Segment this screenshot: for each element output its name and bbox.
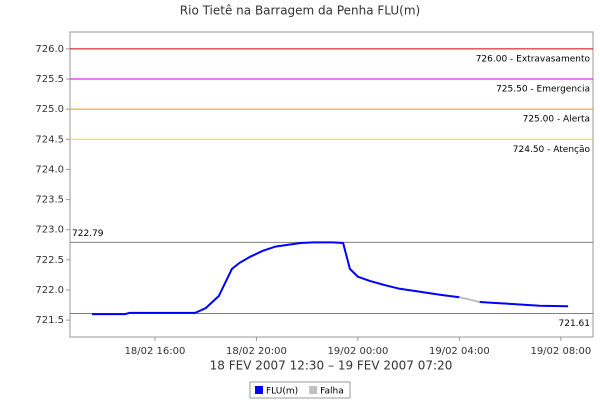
legend-label: Falha <box>320 387 344 397</box>
threshold-label: 725.50 - Emergencia <box>496 85 590 95</box>
threshold-label: 724.50 - Atenção <box>513 145 591 155</box>
x-tick-label: 19/02 04:00 <box>429 346 490 357</box>
data-line <box>92 241 460 316</box>
y-tick-label: 721.5 <box>35 315 64 326</box>
x-tick-label: 19/02 08:00 <box>530 346 591 357</box>
legend-swatch <box>309 386 318 394</box>
y-tick-label: 725.0 <box>35 104 64 115</box>
y-tick-label: 723.5 <box>35 195 64 206</box>
legend-label: FLU(m) <box>266 387 298 397</box>
plot-area <box>69 31 594 338</box>
data-line <box>459 296 480 303</box>
y-tick-label: 725.5 <box>35 74 64 85</box>
legend-box <box>249 381 351 399</box>
x-axis-label: 18 FEV 2007 12:30 – 19 FEV 2007 07:20 <box>210 359 453 373</box>
y-tick-label: 722.0 <box>35 285 64 296</box>
x-tick-label: 18/02 20:00 <box>226 346 287 357</box>
y-tick-label: 724.5 <box>35 134 64 145</box>
x-tick-label: 18/02 16:00 <box>125 346 186 357</box>
x-tick-label: 19/02 00:00 <box>328 346 389 357</box>
threshold-label: 726.00 - Extravasamento <box>476 54 591 64</box>
data-line <box>479 301 569 308</box>
y-tick-label: 724.0 <box>35 164 64 175</box>
y-tick-label: 722.5 <box>35 255 64 266</box>
y-tick-label: 723.0 <box>35 225 64 236</box>
threshold-label: 722.79 <box>72 229 104 239</box>
threshold-label: 721.61 <box>559 319 591 329</box>
legend-swatch <box>255 386 263 394</box>
y-tick-label: 726.0 <box>35 44 64 55</box>
threshold-label: 725.00 - Alerta <box>523 115 590 125</box>
chart-title: Rio Tietê na Barragem da Penha FLU(m) <box>180 4 420 18</box>
